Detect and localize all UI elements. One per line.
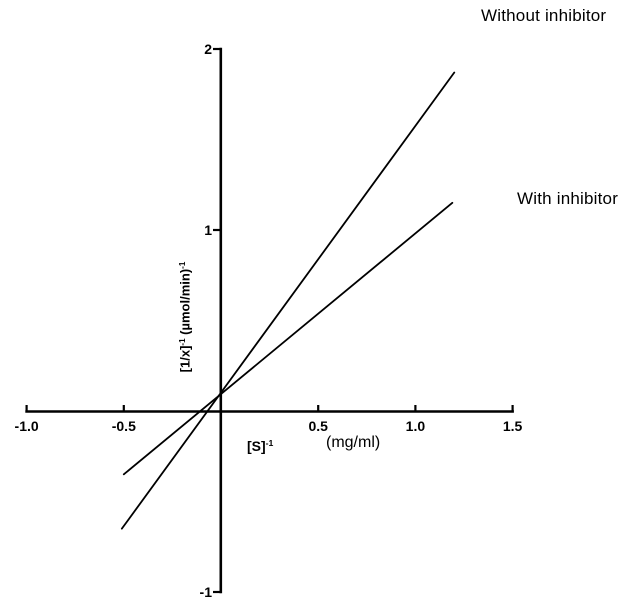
y-tick-label: 2 xyxy=(204,41,212,57)
x-axis-units: (mg/ml) xyxy=(326,434,380,452)
y-axis-title: [1/x]-1 (µmol/min)-1 xyxy=(178,262,193,373)
label-text: (mg/ml) xyxy=(326,434,381,451)
series-label-without-inhibitor: Without inhibitor xyxy=(481,6,607,25)
x-tick-label: 0.5 xyxy=(308,418,328,434)
superscript: -1 xyxy=(265,438,274,449)
x-tick-label: 1.5 xyxy=(503,418,523,434)
superscript: -1 xyxy=(178,338,188,346)
x-axis-title: [S]-1 xyxy=(247,438,273,454)
x-tick-label: -1.0 xyxy=(15,418,39,434)
x-tick-label: 1.0 xyxy=(406,418,426,434)
label-text: [1/x] xyxy=(177,345,193,373)
series-line-without-inhibitor xyxy=(120,71,456,530)
y-tick-label: 1 xyxy=(204,222,212,238)
y-tick-label: -1 xyxy=(200,584,213,600)
x-tick-label: -0.5 xyxy=(112,418,136,434)
series-line-with-inhibitor xyxy=(122,201,454,476)
series-label-with-inhibitor: With inhibitor xyxy=(517,189,619,208)
label-text: [S] xyxy=(247,438,266,454)
superscript: -1 xyxy=(178,261,188,269)
label-text: (µmol/min) xyxy=(177,268,193,339)
